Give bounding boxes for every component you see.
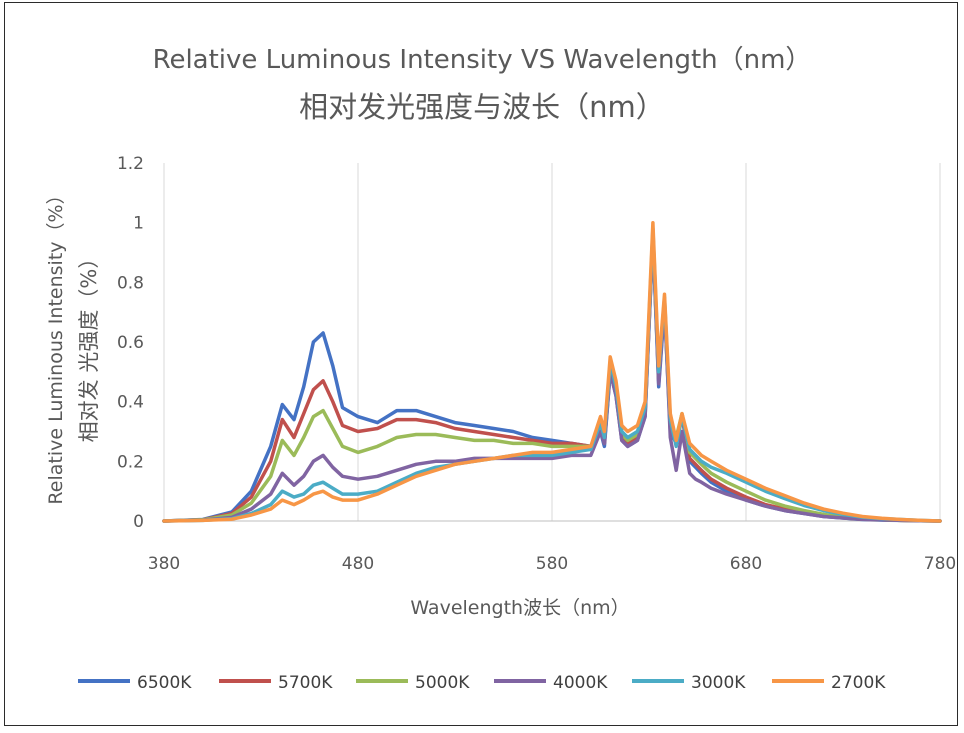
- y-tick-0.4: 0.4: [117, 393, 144, 413]
- x-axis-title: Wavelength波长（nm）: [410, 597, 629, 619]
- y-tick-0.6: 0.6: [117, 333, 144, 353]
- grid-lines: [163, 163, 941, 522]
- y-tick-0.8: 0.8: [117, 273, 144, 293]
- y-axis-title: Relative Luminous Intensity（%）: [45, 185, 67, 504]
- legend-item-5700K: 5700K: [219, 673, 333, 693]
- legend: 6500K 5700K 5000K 4000K 3000K 2700K: [78, 673, 886, 693]
- x-tick-380: 380: [148, 554, 180, 574]
- legend-label-5700K: 5700K: [278, 673, 333, 693]
- chart-title: Relative Luminous Intensity VS Wavelengt…: [153, 45, 812, 75]
- legend-label-2700K: 2700K: [831, 673, 886, 693]
- y-tick-0: 0: [133, 512, 144, 532]
- y-tick-0.2: 0.2: [117, 452, 144, 472]
- legend-label-5000K: 5000K: [415, 673, 470, 693]
- y-tick-1: 1: [133, 214, 144, 234]
- legend-label-6500K: 6500K: [137, 673, 192, 693]
- x-tick-580: 580: [536, 554, 568, 574]
- y-axis-title-secondary: 相对发 光强度（%）: [77, 248, 101, 443]
- x-tick-680: 680: [730, 554, 762, 574]
- legend-label-4000K: 4000K: [553, 673, 608, 693]
- x-tick-780: 780: [924, 554, 956, 574]
- y-tick-1.2: 1.2: [117, 154, 144, 174]
- legend-item-6500K: 6500K: [78, 673, 192, 693]
- legend-item-3000K: 3000K: [632, 673, 746, 693]
- series-lines: [162, 220, 942, 523]
- legend-item-4000K: 4000K: [494, 673, 608, 693]
- chart-subtitle: 相对发光强度与波长（nm）: [299, 90, 665, 124]
- x-tick-labels: 380 480 580 680 780: [148, 554, 956, 574]
- legend-item-2700K: 2700K: [772, 673, 886, 693]
- series-line-2700K: [162, 220, 942, 523]
- chart-frame: [4, 2, 958, 726]
- x-tick-480: 480: [342, 554, 374, 574]
- legend-item-5000K: 5000K: [356, 673, 470, 693]
- y-tick-labels: 0 0.2 0.4 0.6 0.8 1 1.2: [117, 154, 144, 532]
- legend-label-3000K: 3000K: [691, 673, 746, 693]
